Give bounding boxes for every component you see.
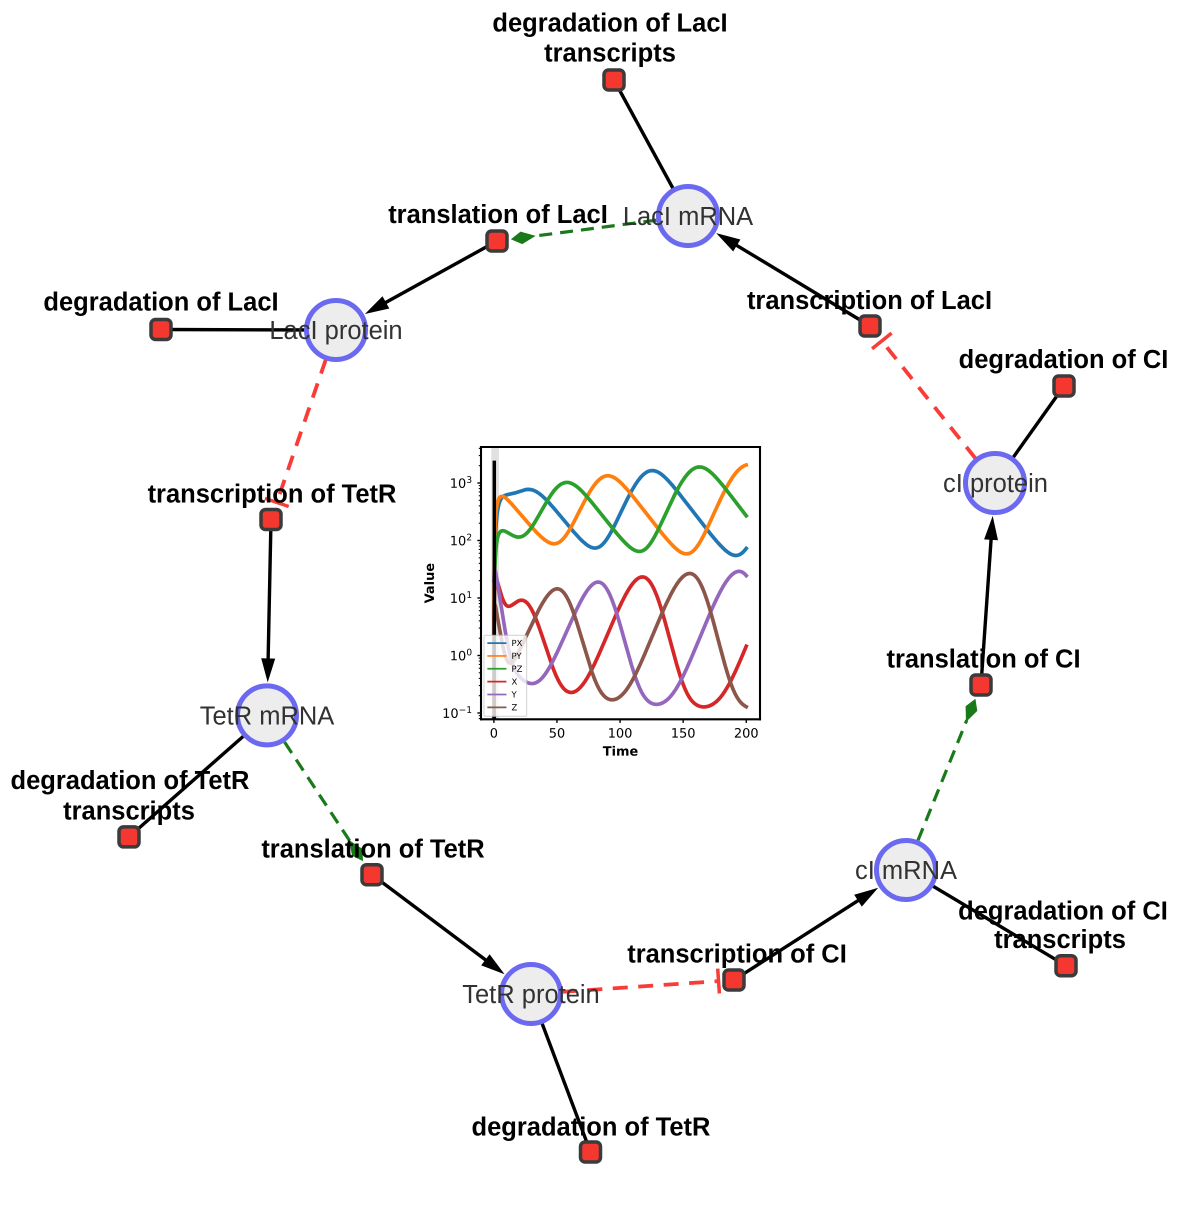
svg-text:LacI mRNA: LacI mRNA xyxy=(623,203,753,231)
svg-text:cI mRNA: cI mRNA xyxy=(855,857,957,885)
svg-text:translation of TetR: translation of TetR xyxy=(261,836,484,864)
svg-text:cI protein: cI protein xyxy=(943,470,1048,498)
svg-text:degradation of TetR: degradation of TetR xyxy=(472,1114,711,1142)
svg-text:translation of LacI: translation of LacI xyxy=(388,201,608,229)
svg-text:degradation of LacI: degradation of LacI xyxy=(492,10,727,38)
svg-text:degradation of LacI: degradation of LacI xyxy=(43,289,278,317)
svg-text:TetR protein: TetR protein xyxy=(462,981,600,1009)
svg-text:transcription of LacI: transcription of LacI xyxy=(747,287,992,315)
svg-text:translation of CI: translation of CI xyxy=(886,646,1080,674)
svg-text:transcripts: transcripts xyxy=(994,926,1126,954)
svg-text:LacI protein: LacI protein xyxy=(269,317,402,345)
svg-text:transcription of TetR: transcription of TetR xyxy=(148,481,397,509)
svg-text:transcripts: transcripts xyxy=(544,40,676,68)
svg-text:transcription of CI: transcription of CI xyxy=(627,940,847,968)
svg-text:degradation of CI: degradation of CI xyxy=(959,346,1169,374)
svg-text:TetR mRNA: TetR mRNA xyxy=(200,703,335,731)
svg-text:degradation of CI: degradation of CI xyxy=(958,898,1168,926)
svg-text:degradation of TetR: degradation of TetR xyxy=(11,767,250,795)
svg-text:transcripts: transcripts xyxy=(63,798,195,826)
